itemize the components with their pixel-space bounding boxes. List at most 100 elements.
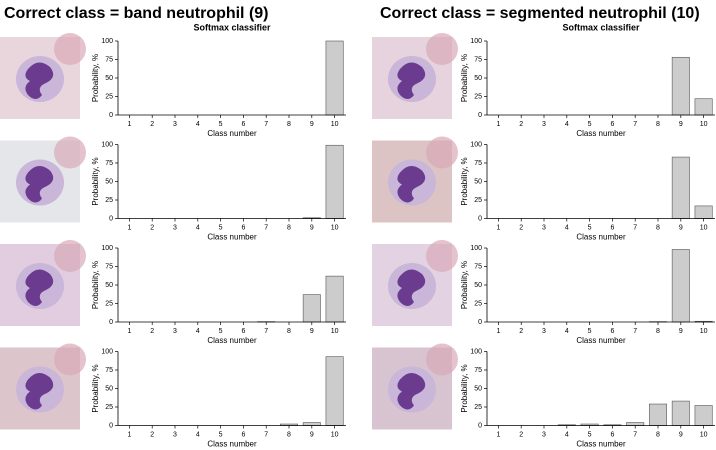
bar <box>649 403 667 426</box>
y-tick-label: 25 <box>105 93 113 100</box>
y-tick-label: 25 <box>474 197 482 204</box>
y-tick-label: 50 <box>474 75 482 82</box>
x-tick-label: 8 <box>287 328 291 335</box>
y-tick-label: 100 <box>470 348 482 355</box>
column-heading: Correct class = segmented neutrophil (10… <box>380 5 700 22</box>
x-tick-label: 3 <box>542 431 546 438</box>
y-tick-label: 25 <box>474 404 482 411</box>
column-heading: Correct class = band neutrophil (9) <box>4 5 269 22</box>
nucleus <box>25 165 54 203</box>
x-tick-label: 1 <box>127 328 131 335</box>
red-cell <box>54 343 86 376</box>
x-tick-label: 2 <box>519 431 523 438</box>
bar <box>694 405 713 426</box>
x-axis-label: Class number <box>207 129 257 138</box>
x-tick-label: 3 <box>173 431 177 438</box>
x-tick-label: 6 <box>610 121 614 128</box>
y-tick-label: 25 <box>105 197 113 204</box>
x-tick-label: 1 <box>127 121 131 128</box>
x-tick-label: 3 <box>542 224 546 231</box>
x-axis-label: Class number <box>207 233 257 242</box>
x-tick-label: 10 <box>331 328 339 335</box>
x-tick-label: 7 <box>264 224 268 231</box>
y-axis-label: Probability, % <box>460 157 469 205</box>
red-cell <box>426 240 458 272</box>
y-tick-label: 100 <box>101 348 113 355</box>
y-tick-label: 50 <box>474 282 482 289</box>
y-tick-label: 100 <box>470 245 482 252</box>
x-tick-label: 6 <box>241 431 245 438</box>
y-tick-label: 100 <box>470 38 482 45</box>
bar <box>302 422 321 426</box>
chart-title: Softmax classifier <box>193 22 271 32</box>
x-tick-label: 8 <box>656 224 660 231</box>
x-tick-label: 5 <box>588 328 592 335</box>
x-tick-label: 10 <box>700 121 708 128</box>
y-tick-label: 0 <box>478 422 482 429</box>
x-tick-label: 4 <box>565 431 569 438</box>
x-tick-label: 3 <box>542 328 546 335</box>
nucleus <box>397 372 426 410</box>
bar <box>671 156 690 219</box>
y-axis-label: Probability, % <box>91 261 100 309</box>
x-tick-label: 6 <box>610 224 614 231</box>
x-tick-label: 8 <box>656 328 660 335</box>
bar <box>694 98 713 116</box>
x-tick-label: 9 <box>310 224 314 231</box>
y-axis-label: Probability, % <box>91 54 100 102</box>
x-tick-label: 7 <box>633 431 637 438</box>
nucleus <box>397 165 426 203</box>
y-tick-label: 0 <box>478 112 482 119</box>
nucleus <box>397 269 426 306</box>
x-tick-label: 4 <box>196 224 200 231</box>
nucleus <box>25 372 54 410</box>
y-tick-label: 100 <box>101 141 113 148</box>
y-tick-label: 0 <box>109 422 113 429</box>
y-tick-label: 75 <box>105 367 113 374</box>
y-tick-label: 50 <box>105 385 113 392</box>
x-tick-label: 2 <box>150 431 154 438</box>
chart-title: Softmax classifier <box>562 22 640 32</box>
x-tick-label: 8 <box>287 121 291 128</box>
bar <box>325 144 344 219</box>
bar <box>671 56 690 116</box>
x-tick-label: 1 <box>127 431 131 438</box>
x-axis-label: Class number <box>576 233 626 242</box>
y-tick-label: 75 <box>105 56 113 63</box>
x-tick-label: 9 <box>679 121 683 128</box>
x-tick-label: 5 <box>219 328 223 335</box>
x-tick-label: 7 <box>264 121 268 128</box>
x-tick-label: 9 <box>310 431 314 438</box>
red-cell <box>54 33 86 65</box>
x-axis-label: Class number <box>207 440 257 449</box>
x-tick-label: 3 <box>173 121 177 128</box>
bar <box>694 205 713 219</box>
x-tick-label: 5 <box>219 431 223 438</box>
y-tick-label: 100 <box>101 245 113 252</box>
x-tick-label: 6 <box>610 328 614 335</box>
x-tick-label: 8 <box>656 121 660 128</box>
nucleus <box>25 269 54 306</box>
x-tick-label: 2 <box>150 224 154 231</box>
bar <box>325 40 344 116</box>
y-tick-label: 0 <box>478 215 482 222</box>
x-tick-label: 2 <box>150 121 154 128</box>
y-axis-label: Probability, % <box>460 54 469 102</box>
x-axis-label: Class number <box>207 336 257 345</box>
x-tick-label: 3 <box>542 121 546 128</box>
y-tick-label: 75 <box>474 263 482 270</box>
x-tick-label: 4 <box>196 328 200 335</box>
x-tick-label: 10 <box>331 431 339 438</box>
y-tick-label: 100 <box>101 38 113 45</box>
y-axis-label: Probability, % <box>460 261 469 309</box>
x-tick-label: 3 <box>173 224 177 231</box>
y-tick-label: 25 <box>105 404 113 411</box>
x-tick-label: 1 <box>127 224 131 231</box>
red-cell <box>426 136 458 169</box>
x-axis-label: Class number <box>576 440 626 449</box>
x-tick-label: 6 <box>241 328 245 335</box>
x-tick-label: 6 <box>610 431 614 438</box>
red-cell <box>54 240 86 272</box>
y-tick-label: 75 <box>474 56 482 63</box>
